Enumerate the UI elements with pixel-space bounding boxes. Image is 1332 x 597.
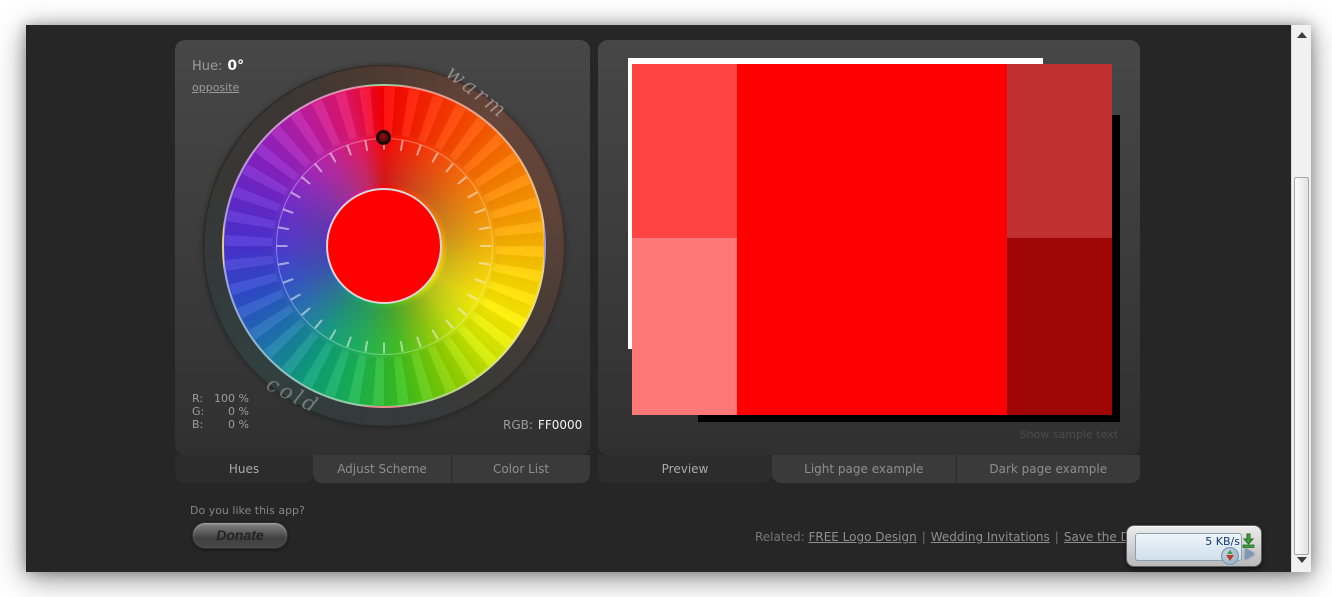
- vertical-scrollbar[interactable]: [1291, 25, 1311, 572]
- hue-label: Hue:: [192, 59, 223, 74]
- upload-arrow-glyph: [1227, 550, 1233, 554]
- donate-question: Do you like this app?: [190, 504, 305, 517]
- play-icon[interactable]: [1245, 548, 1255, 560]
- rgb-value: FF0000: [537, 418, 583, 432]
- selected-color-swatch[interactable]: [326, 188, 442, 304]
- scroll-down-arrow-icon[interactable]: [1297, 557, 1307, 563]
- swatch-deep-red: [1007, 238, 1112, 415]
- tab-light-page-example[interactable]: Light page example: [804, 462, 924, 476]
- channel-b: B: 0 %: [192, 418, 249, 431]
- related-links: Related: FREE Logo Design | Wedding Invita…: [755, 530, 1156, 544]
- scrollbar-thumb[interactable]: [1294, 177, 1309, 555]
- opposite-link[interactable]: opposite: [192, 81, 240, 94]
- download-arrow-icon[interactable]: [1241, 533, 1256, 548]
- download-speed-value: 5 KB/s: [1205, 535, 1240, 548]
- related-label: Related:: [755, 530, 805, 544]
- right-inactive-tabs: Light page example Dark page example: [772, 455, 1140, 483]
- preview-panel: Show sample text: [598, 40, 1140, 455]
- rgb-hex-readout: RGB: FF0000: [503, 418, 582, 432]
- swatch-pale-red: [632, 238, 737, 415]
- swatch-light-red: [632, 64, 737, 238]
- hue-readout: Hue: 0°: [192, 58, 244, 74]
- tab-color-list[interactable]: Color List: [451, 455, 590, 483]
- download-manager-widget[interactable]: 5 KB/s: [1126, 525, 1262, 567]
- tab-preview[interactable]: Preview: [598, 455, 772, 483]
- show-sample-text-link[interactable]: Show sample text: [1019, 428, 1118, 441]
- swatch-medium-dark-red: [1007, 64, 1112, 238]
- channel-r: R: 100 %: [192, 392, 249, 405]
- rgb-label: RGB:: [503, 418, 533, 432]
- tab-dark-page-example[interactable]: Dark page example: [955, 455, 1141, 483]
- left-inactive-tabs: Adjust Scheme Color List: [313, 455, 590, 483]
- link-wedding-invitations[interactable]: Wedding Invitations: [930, 530, 1050, 544]
- app-window: Hue: 0° opposite warm cold R: 100 % G: 0 % …: [26, 25, 1311, 572]
- rgb-channel-readout: R: 100 % G: 0 % B: 0 %: [192, 392, 249, 431]
- wheel-panel: Hue: 0° opposite warm cold R: 100 % G: 0 % …: [175, 40, 590, 455]
- tab-hues[interactable]: Hues: [175, 455, 313, 483]
- hue-selector-handle[interactable]: [376, 130, 391, 145]
- swatch-primary-red: [737, 64, 1007, 415]
- tab-adjust-scheme[interactable]: Adjust Scheme: [337, 462, 427, 476]
- donate-button[interactable]: Donate: [192, 522, 288, 549]
- download-arrow-glyph: [1226, 555, 1234, 561]
- transfer-status-icon: [1221, 547, 1239, 565]
- channel-g: G: 0 %: [192, 405, 249, 418]
- preview-color-blocks: [632, 64, 1112, 415]
- link-free-logo-design[interactable]: FREE Logo Design: [808, 530, 917, 544]
- scroll-up-arrow-icon[interactable]: [1297, 32, 1307, 38]
- hue-value: 0°: [227, 58, 245, 74]
